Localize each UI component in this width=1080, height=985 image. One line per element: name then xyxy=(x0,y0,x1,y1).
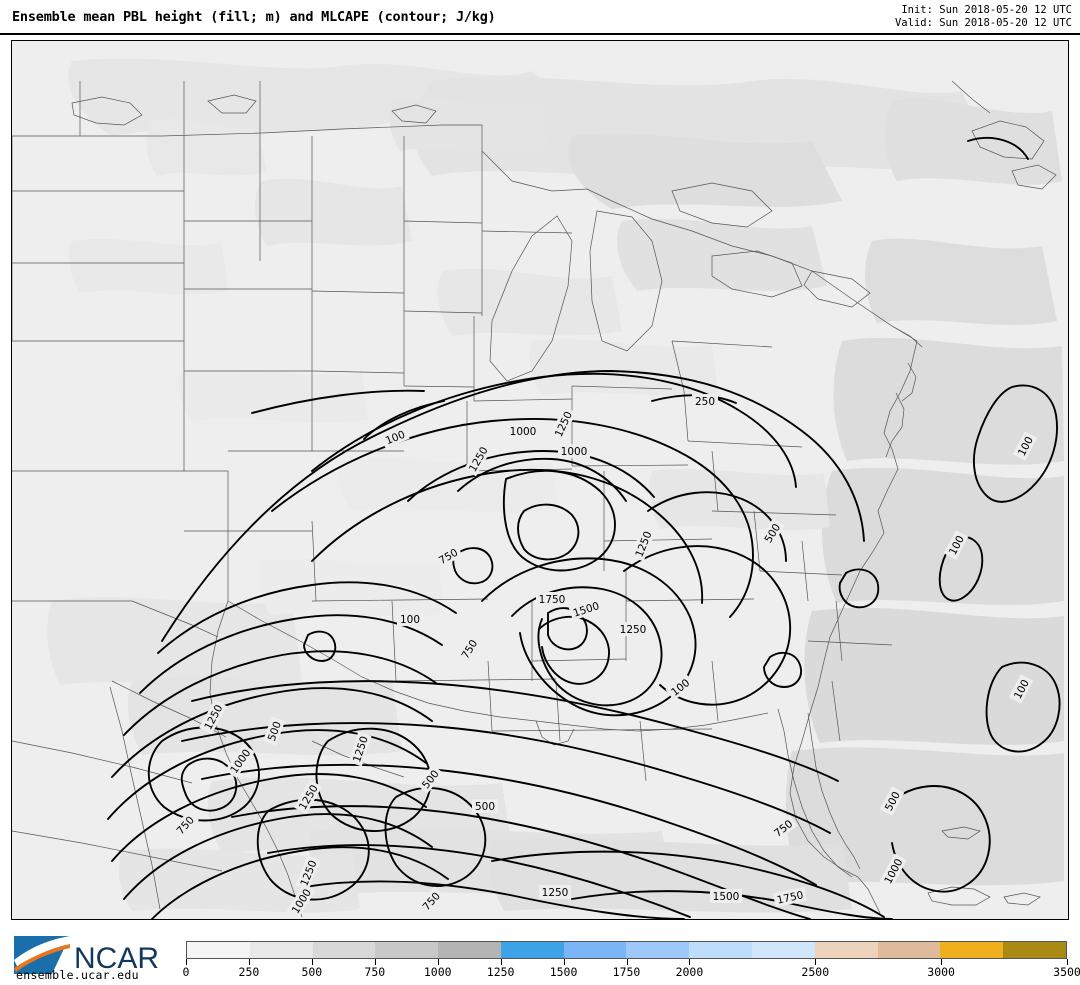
colorbar-tick xyxy=(186,959,187,965)
colorbar-tick-label: 1000 xyxy=(423,965,452,979)
colorbar-tick xyxy=(437,959,439,965)
colorbar: 0 250 500 750 1000 1250 1500 1750 2000 2500 3000 35… xyxy=(182,941,1080,983)
colorbar-segment-6 xyxy=(563,942,627,958)
logo-wordmark: NCAR xyxy=(74,942,159,975)
colorbar-segment-9 xyxy=(752,942,815,958)
colorbar-ticks xyxy=(186,959,1068,965)
colorbar-tick-label: 0 xyxy=(182,965,190,979)
colorbar-tick-label: 3000 xyxy=(927,965,955,979)
colorbar-segment-10 xyxy=(814,942,878,958)
weather-map: 100 250 1000 1250 1000 1250 1250 500 xyxy=(12,41,1068,919)
logo-url[interactable]: ensemble.ucar.edu xyxy=(16,968,139,982)
colorbar-tick xyxy=(941,959,943,965)
colorbar-tick-labels: 0 250 500 750 1000 1250 1500 1750 2000 2500 3000 35… xyxy=(182,965,1080,981)
colorbar-tick xyxy=(374,959,376,965)
colorbar-tick-label: 1250 xyxy=(486,965,515,979)
colorbar-segment-3 xyxy=(375,942,439,958)
colorbar-tick-label: 1500 xyxy=(549,965,578,979)
valid-time: Valid: Sun 2018-05-20 12 UTC xyxy=(894,16,1072,29)
colorbar-segment-7 xyxy=(626,942,690,958)
timestamp-block: Init: Sun 2018-05-20 12 UTC Valid: Sun 2… xyxy=(895,4,1072,29)
colorbar-tick xyxy=(311,959,313,965)
chart-header: Ensemble mean PBL height (fill; m) and M… xyxy=(0,0,1080,35)
contour-label-500: 500 xyxy=(475,801,495,813)
colorbar-tick xyxy=(563,959,565,965)
contour-label-1750: 1750 xyxy=(776,889,805,906)
page-title: Ensemble mean PBL height (fill; m) and M… xyxy=(12,9,496,25)
contour-label-250: 250 xyxy=(695,396,715,408)
colorbar-segment-12 xyxy=(940,942,1004,958)
colorbar-tick xyxy=(500,959,502,965)
colorbar-segment-4 xyxy=(438,942,501,958)
colorbar-tick xyxy=(815,959,817,965)
colorbar-tick xyxy=(689,959,691,965)
colorbar-tick-label: 2000 xyxy=(675,965,704,979)
contour-label-100: 100 xyxy=(400,614,420,626)
colorbar-segment-5 xyxy=(500,942,564,958)
colorbar-gradient xyxy=(186,941,1067,959)
contour-label-1750: 1750 xyxy=(539,594,566,606)
contour-label-1500: 1500 xyxy=(713,891,740,903)
mlcape-contour-layer xyxy=(107,137,1061,919)
map-boundaries xyxy=(12,80,1057,918)
logo-swoosh-accent xyxy=(14,944,70,972)
colorbar-segment-11 xyxy=(877,942,941,958)
contour-label-1000: 1000 xyxy=(510,426,537,438)
map-panel: 100 250 1000 1250 1000 1250 1250 500 xyxy=(11,40,1069,920)
colorbar-segment-0 xyxy=(187,942,250,958)
header-divider xyxy=(0,33,1080,35)
colorbar-tick xyxy=(626,959,628,965)
contour-label-1250: 1250 xyxy=(620,624,647,636)
colorbar-tick-label: 3500 xyxy=(1053,965,1080,979)
colorbar-tick-label: 500 xyxy=(301,965,323,979)
contour-label-1250: 1250 xyxy=(542,887,569,899)
colorbar-segment-1 xyxy=(249,942,313,958)
colorbar-segment-8 xyxy=(689,942,753,958)
contour-label-1000: 1000 xyxy=(561,446,588,458)
init-time: Init: Sun 2018-05-20 12 UTC xyxy=(901,4,1072,16)
colorbar-tick-label: 2500 xyxy=(801,965,830,979)
colorbar-tick-label: 750 xyxy=(364,965,386,979)
ncar-logo[interactable]: NCAR xyxy=(8,930,183,980)
colorbar-segment-2 xyxy=(312,942,376,958)
colorbar-tick-label: 250 xyxy=(238,965,260,979)
colorbar-tick-label: 1750 xyxy=(612,965,641,979)
colorbar-tick xyxy=(1067,959,1068,965)
colorbar-tick xyxy=(248,959,250,965)
colorbar-segment-13 xyxy=(1003,942,1066,958)
